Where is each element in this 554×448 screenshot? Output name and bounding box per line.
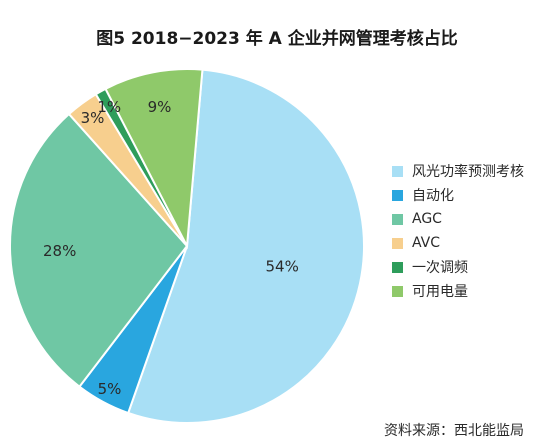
slice-label-2: 5% (98, 380, 122, 398)
legend-item-6: 可用电量 (392, 279, 524, 303)
slice-label-6: 9% (148, 98, 172, 116)
legend-swatch (392, 165, 403, 177)
pie-slice-6 (104, 68, 204, 250)
legend-label: AGC (412, 211, 442, 227)
legend-swatch (392, 189, 403, 201)
legend-label: 一次调频 (412, 260, 468, 276)
legend-label: 自动化 (412, 188, 454, 204)
legend-swatch (392, 213, 403, 225)
legend-item-4: AVC (392, 231, 524, 255)
legend-swatch (392, 237, 403, 249)
slice-label-1: 54% (266, 258, 299, 276)
legend-label: 风光功率预测考核 (412, 164, 524, 180)
legend-label: 可用电量 (412, 284, 468, 300)
pie-slice-3 (9, 112, 189, 389)
slice-label-4: 3% (81, 109, 105, 127)
legend-item-1: 风光功率预测考核 (392, 159, 524, 183)
legend-item-2: 自动化 (392, 183, 524, 207)
chart-title: 图5 2018−2023 年 A 企业并网管理考核占比 (96, 29, 458, 49)
slice-label-5: 1% (97, 98, 121, 116)
pie-slice-1 (126, 68, 365, 424)
legend-swatch (392, 285, 403, 297)
legend-item-5: 一次调频 (392, 255, 524, 279)
legend-swatch (392, 261, 403, 273)
slice-label-3: 28% (43, 242, 76, 260)
legend-item-3: AGC (392, 207, 524, 231)
legend: 风光功率预测考核 自动化 AGC AVC 一次调频可用电量 (392, 159, 524, 303)
source-note: 资料来源：西北能监局 (384, 423, 524, 439)
legend-label: AVC (412, 235, 441, 251)
